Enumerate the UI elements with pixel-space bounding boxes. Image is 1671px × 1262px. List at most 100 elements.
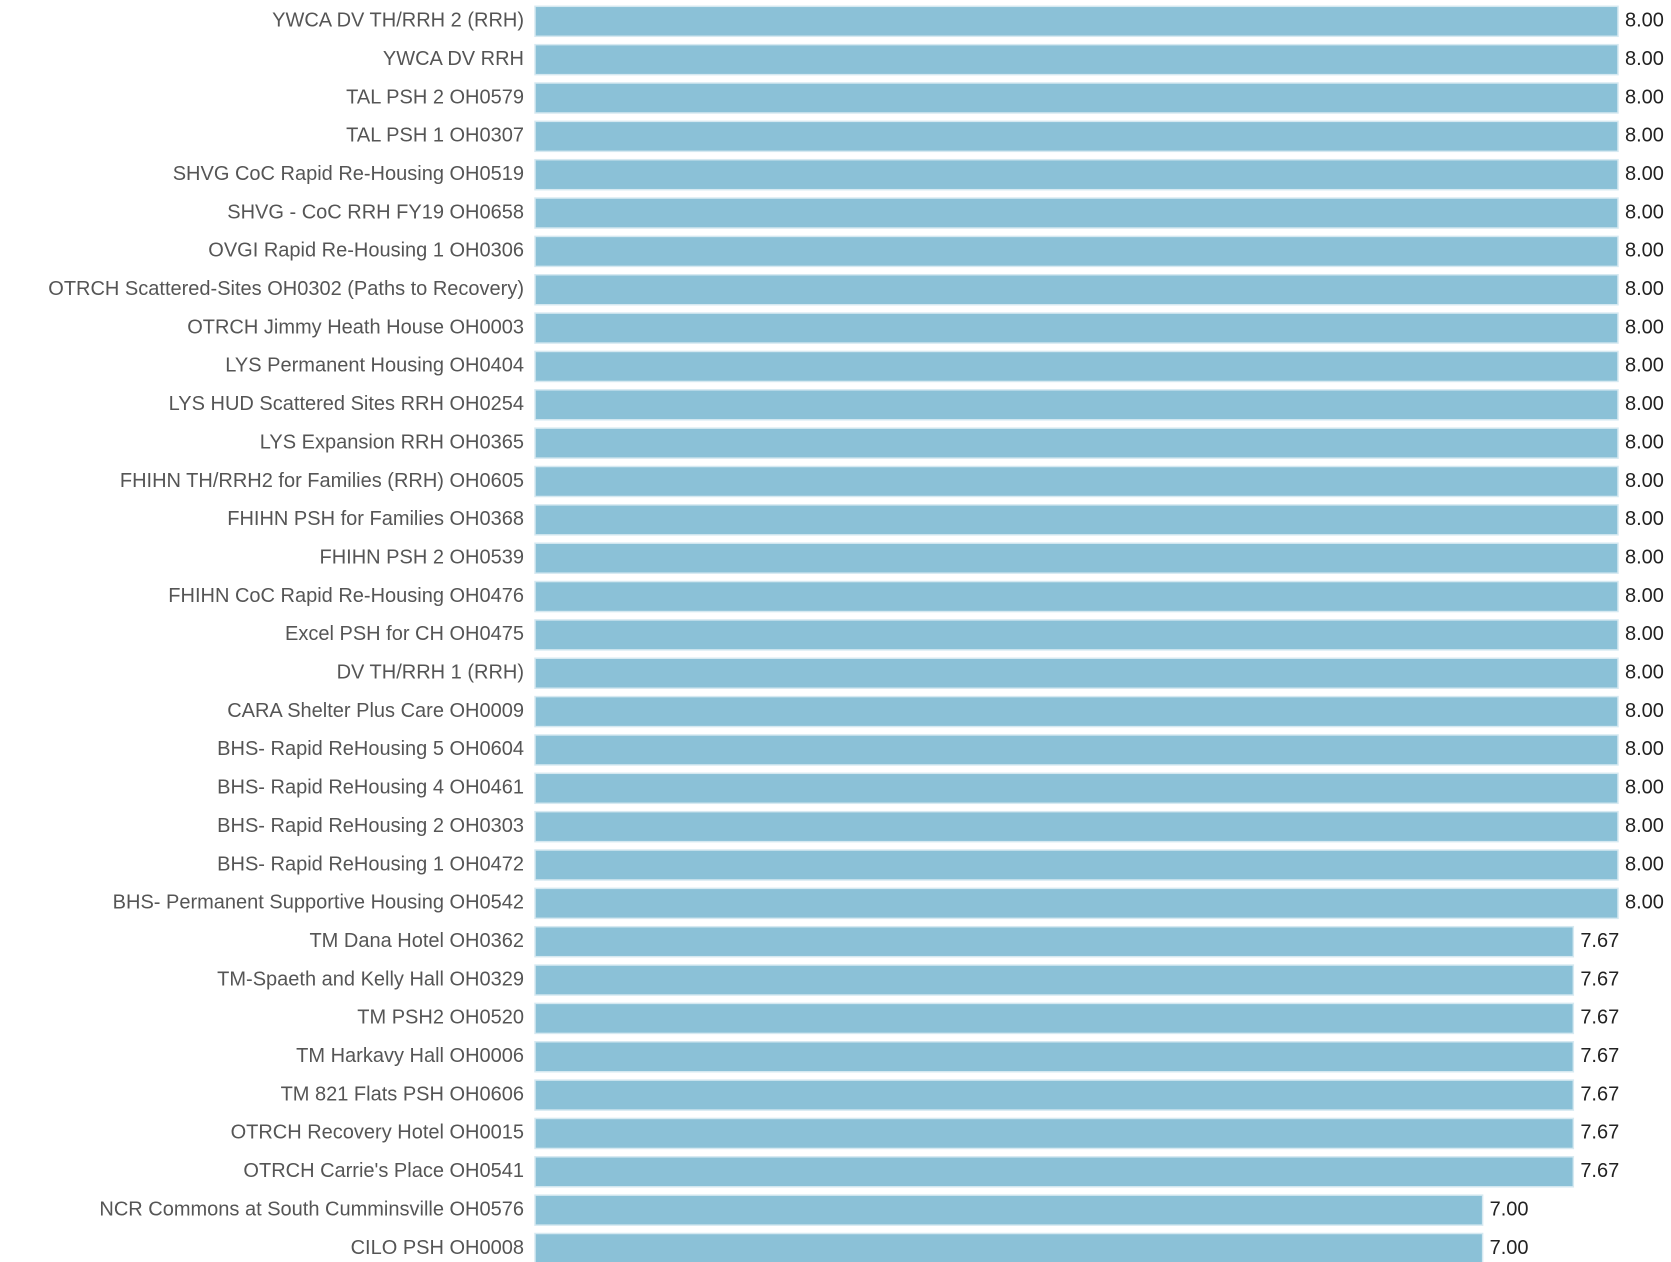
value-label: 8.00 bbox=[1625, 86, 1664, 108]
value-label: 8.00 bbox=[1625, 240, 1664, 262]
value-label: 8.00 bbox=[1625, 777, 1664, 799]
value-label: 7.67 bbox=[1580, 1122, 1619, 1144]
value-label: 8.00 bbox=[1625, 201, 1664, 223]
value-label: 7.67 bbox=[1580, 930, 1619, 952]
value-label: 7.67 bbox=[1580, 968, 1619, 990]
category-label: FHIHN PSH for Families OH0368 bbox=[227, 508, 524, 530]
bar bbox=[534, 1041, 1575, 1073]
bar bbox=[534, 734, 1619, 766]
bar bbox=[534, 1117, 1575, 1150]
category-label: NCR Commons at South Cumminsville OH0576 bbox=[99, 1198, 524, 1220]
category-label: YWCA DV RRH bbox=[383, 48, 524, 70]
bar bbox=[534, 964, 1575, 996]
bar bbox=[534, 5, 1619, 38]
bar bbox=[534, 849, 1619, 881]
value-label: 7.67 bbox=[1580, 1083, 1619, 1105]
category-label: LYS Expansion RRH OH0365 bbox=[260, 431, 524, 453]
category-label: BHS- Rapid ReHousing 5 OH0604 bbox=[217, 738, 524, 760]
category-label: TAL PSH 1 OH0307 bbox=[346, 125, 524, 147]
value-label: 8.00 bbox=[1625, 892, 1664, 914]
bar bbox=[534, 197, 1619, 229]
value-label: 8.00 bbox=[1625, 431, 1664, 453]
category-label: SHVG - CoC RRH FY19 OH0658 bbox=[227, 201, 524, 223]
bar bbox=[534, 465, 1619, 498]
value-label: 8.00 bbox=[1625, 662, 1664, 684]
category-label: OTRCH Carrie's Place OH0541 bbox=[243, 1160, 524, 1182]
category-label: CARA Shelter Plus Care OH0009 bbox=[227, 700, 524, 722]
category-label: BHS- Rapid ReHousing 4 OH0461 bbox=[217, 777, 524, 799]
bar bbox=[534, 695, 1619, 728]
bar bbox=[534, 1194, 1484, 1226]
category-label: OTRCH Scattered-Sites OH0302 (Paths to R… bbox=[48, 278, 524, 300]
category-label: OTRCH Recovery Hotel OH0015 bbox=[231, 1122, 524, 1144]
bar bbox=[534, 158, 1619, 191]
category-label: BHS- Rapid ReHousing 2 OH0303 bbox=[217, 815, 524, 837]
category-label: BHS- Rapid ReHousing 1 OH0472 bbox=[217, 853, 524, 875]
value-label: 7.67 bbox=[1580, 1160, 1619, 1182]
bar bbox=[534, 274, 1619, 306]
category-label: TM Harkavy Hall OH0006 bbox=[296, 1045, 524, 1067]
category-label: Excel PSH for CH OH0475 bbox=[285, 623, 524, 645]
bar bbox=[534, 350, 1619, 383]
value-label: 8.00 bbox=[1625, 853, 1664, 875]
bar bbox=[534, 312, 1619, 344]
value-label: 8.00 bbox=[1625, 48, 1664, 70]
bar bbox=[534, 1156, 1575, 1188]
value-label: 7.67 bbox=[1580, 1007, 1619, 1029]
category-label: FHIHN CoC Rapid Re-Housing OH0476 bbox=[168, 585, 524, 607]
category-label: TM PSH2 OH0520 bbox=[357, 1007, 524, 1029]
value-label: 8.00 bbox=[1625, 163, 1664, 185]
category-label: TAL PSH 2 OH0579 bbox=[346, 86, 524, 108]
category-label: FHIHN TH/RRH2 for Families (RRH) OH0605 bbox=[120, 470, 524, 492]
category-label: CILO PSH OH0008 bbox=[351, 1237, 524, 1259]
category-label: LYS Permanent Housing OH0404 bbox=[225, 355, 524, 377]
value-label: 8.00 bbox=[1625, 316, 1664, 338]
value-label: 8.00 bbox=[1625, 125, 1664, 147]
value-label: 8.00 bbox=[1625, 470, 1664, 492]
bar bbox=[534, 657, 1619, 689]
bar bbox=[534, 1232, 1484, 1262]
bar bbox=[534, 580, 1619, 613]
bar bbox=[534, 887, 1619, 920]
value-label: 7.00 bbox=[1490, 1198, 1529, 1220]
category-label: OVGI Rapid Re-Housing 1 OH0306 bbox=[208, 240, 524, 262]
bar bbox=[534, 619, 1619, 651]
bar bbox=[534, 43, 1619, 76]
bar bbox=[534, 427, 1619, 459]
category-label: TM 821 Flats PSH OH0606 bbox=[281, 1083, 524, 1105]
value-label: 8.00 bbox=[1625, 393, 1664, 415]
category-label: OTRCH Jimmy Heath House OH0003 bbox=[187, 316, 524, 338]
value-label: 8.00 bbox=[1625, 546, 1664, 568]
value-label: 8.00 bbox=[1625, 278, 1664, 300]
value-label: 7.67 bbox=[1580, 1045, 1619, 1067]
category-label: BHS- Permanent Supportive Housing OH0542 bbox=[113, 892, 524, 914]
bar bbox=[534, 925, 1575, 958]
category-label: FHIHN PSH 2 OH0539 bbox=[319, 546, 524, 568]
bar bbox=[534, 504, 1619, 536]
value-label: 8.00 bbox=[1625, 738, 1664, 760]
value-label: 8.00 bbox=[1625, 623, 1664, 645]
category-label: TM Dana Hotel OH0362 bbox=[309, 930, 524, 952]
bar bbox=[534, 389, 1619, 421]
value-label: 8.00 bbox=[1625, 508, 1664, 530]
bar bbox=[534, 235, 1619, 268]
category-label: TM-Spaeth and Kelly Hall OH0329 bbox=[217, 968, 524, 990]
category-label: LYS HUD Scattered Sites RRH OH0254 bbox=[169, 393, 524, 415]
value-label: 8.00 bbox=[1625, 355, 1664, 377]
value-label: 8.00 bbox=[1625, 815, 1664, 837]
bar bbox=[534, 542, 1619, 574]
bar bbox=[534, 120, 1619, 153]
bar bbox=[534, 82, 1619, 114]
bar bbox=[534, 810, 1619, 843]
value-label: 7.00 bbox=[1490, 1237, 1529, 1259]
bar bbox=[534, 772, 1619, 805]
category-label: SHVG CoC Rapid Re-Housing OH0519 bbox=[173, 163, 524, 185]
bar bbox=[534, 1002, 1575, 1035]
category-label: DV TH/RRH 1 (RRH) bbox=[337, 662, 524, 684]
value-label: 8.00 bbox=[1625, 585, 1664, 607]
value-label: 8.00 bbox=[1625, 700, 1664, 722]
bar bbox=[534, 1079, 1575, 1111]
category-label: YWCA DV TH/RRH 2 (RRH) bbox=[272, 10, 524, 32]
